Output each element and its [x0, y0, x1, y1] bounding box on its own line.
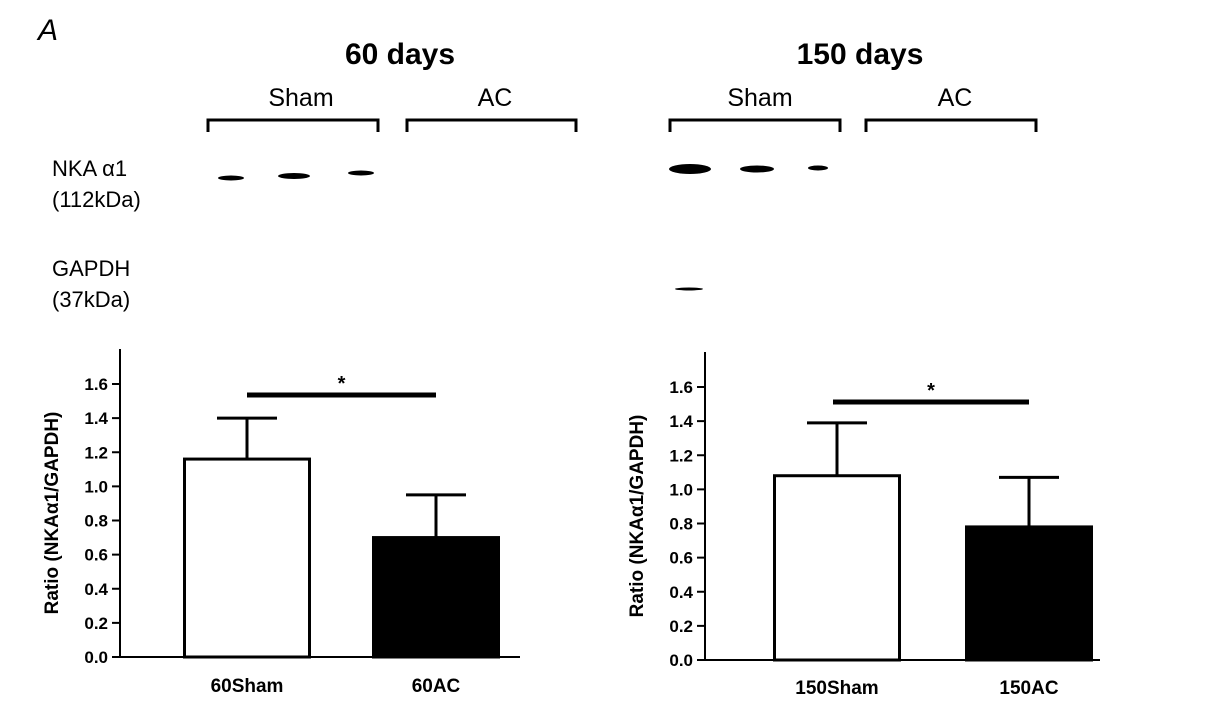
group-label-60-ac: AC: [477, 84, 513, 112]
y-tick-label: 0.6: [669, 549, 693, 568]
bar-150ac: [965, 525, 1093, 662]
x-category-label: 150AC: [999, 678, 1058, 699]
group-label-60-sham: Sham: [268, 84, 334, 112]
band-nka-60-lane1: [218, 175, 244, 181]
y-tick-label: 1.2: [669, 446, 693, 465]
bracket-60-sham: [206, 118, 380, 132]
y-tick-label: 1.4: [669, 412, 693, 431]
blot-title-150-days: 150 days: [796, 38, 924, 71]
significance-star: *: [927, 380, 935, 402]
row-label-nka-name: NKA α1: [52, 156, 128, 181]
panel-label: A: [38, 14, 59, 47]
group-label-150-sham: Sham: [727, 84, 793, 112]
row-label-nka-weight: (112kDa): [52, 187, 141, 212]
band-gapdh-150-lane1: [675, 287, 703, 291]
x-category-label: 60AC: [412, 676, 461, 697]
y-tick-label: 0.8: [669, 515, 693, 534]
bracket-150-ac: [864, 118, 1038, 132]
x-category-label: 60Sham: [211, 676, 284, 697]
y-tick-label: 0.0: [84, 648, 108, 667]
y-tick-label: 0.4: [84, 580, 108, 599]
y-tick-label: 1.0: [669, 480, 693, 499]
row-label-nka: NKA α1 (112kDa): [52, 153, 141, 215]
band-nka-60-lane2: [278, 173, 310, 179]
bar-charts: 0.0 0.2 0.4 0.6 0.8 1.0 1.2 1.4 1.6 Ratio (NKAα1/…: [42, 349, 1100, 699]
y-tick-label: 0.2: [84, 614, 108, 633]
bracket-60-ac: [405, 118, 578, 132]
band-nka-150-lane2: [740, 165, 774, 173]
y-tick-label: 0.4: [669, 583, 693, 602]
chart-60-days: 0.0 0.2 0.4 0.6 0.8 1.0 1.2 1.4 1.6 Ratio (NKAα1/…: [42, 349, 520, 697]
y-tick-label: 1.2: [84, 443, 108, 462]
y-axis-label: Ratio (NKAα1/GAPDH): [42, 412, 63, 615]
group-label-150-ac: AC: [937, 84, 973, 112]
significance-star: *: [338, 373, 346, 395]
band-nka-60-lane3: [348, 170, 374, 176]
chart-150-days: 0.0 0.2 0.4 0.6 0.8 1.0 1.2 1.4 1.6 Ratio (NKAα1/…: [627, 352, 1100, 699]
western-blot-graphics: [206, 118, 1038, 291]
y-tick-label: 1.0: [84, 477, 108, 496]
band-nka-150-lane3: [808, 165, 828, 171]
y-tick-label: 1.4: [84, 409, 108, 428]
bar-60sham: [183, 457, 311, 659]
row-label-gapdh-name: GAPDH: [52, 256, 131, 281]
y-tick-label: 1.6: [669, 378, 693, 397]
row-label-gapdh-weight: (37kDa): [52, 287, 131, 312]
y-tick-label: 0.6: [84, 546, 108, 565]
row-label-gapdh: GAPDH (37kDa): [52, 253, 130, 315]
bracket-150-sham: [668, 118, 842, 132]
bar-150sham: [773, 474, 901, 662]
y-tick-label: 0.0: [669, 651, 693, 670]
band-nka-150-lane1: [669, 164, 711, 174]
y-tick-label: 0.2: [669, 617, 693, 636]
y-axis-label: Ratio (NKAα1/GAPDH): [627, 415, 648, 618]
bar-60ac: [372, 536, 500, 659]
blot-title-60-days: 60 days: [344, 38, 456, 71]
x-category-label: 150Sham: [795, 678, 878, 699]
y-tick-label: 0.8: [84, 512, 108, 531]
y-tick-label: 1.6: [84, 375, 108, 394]
